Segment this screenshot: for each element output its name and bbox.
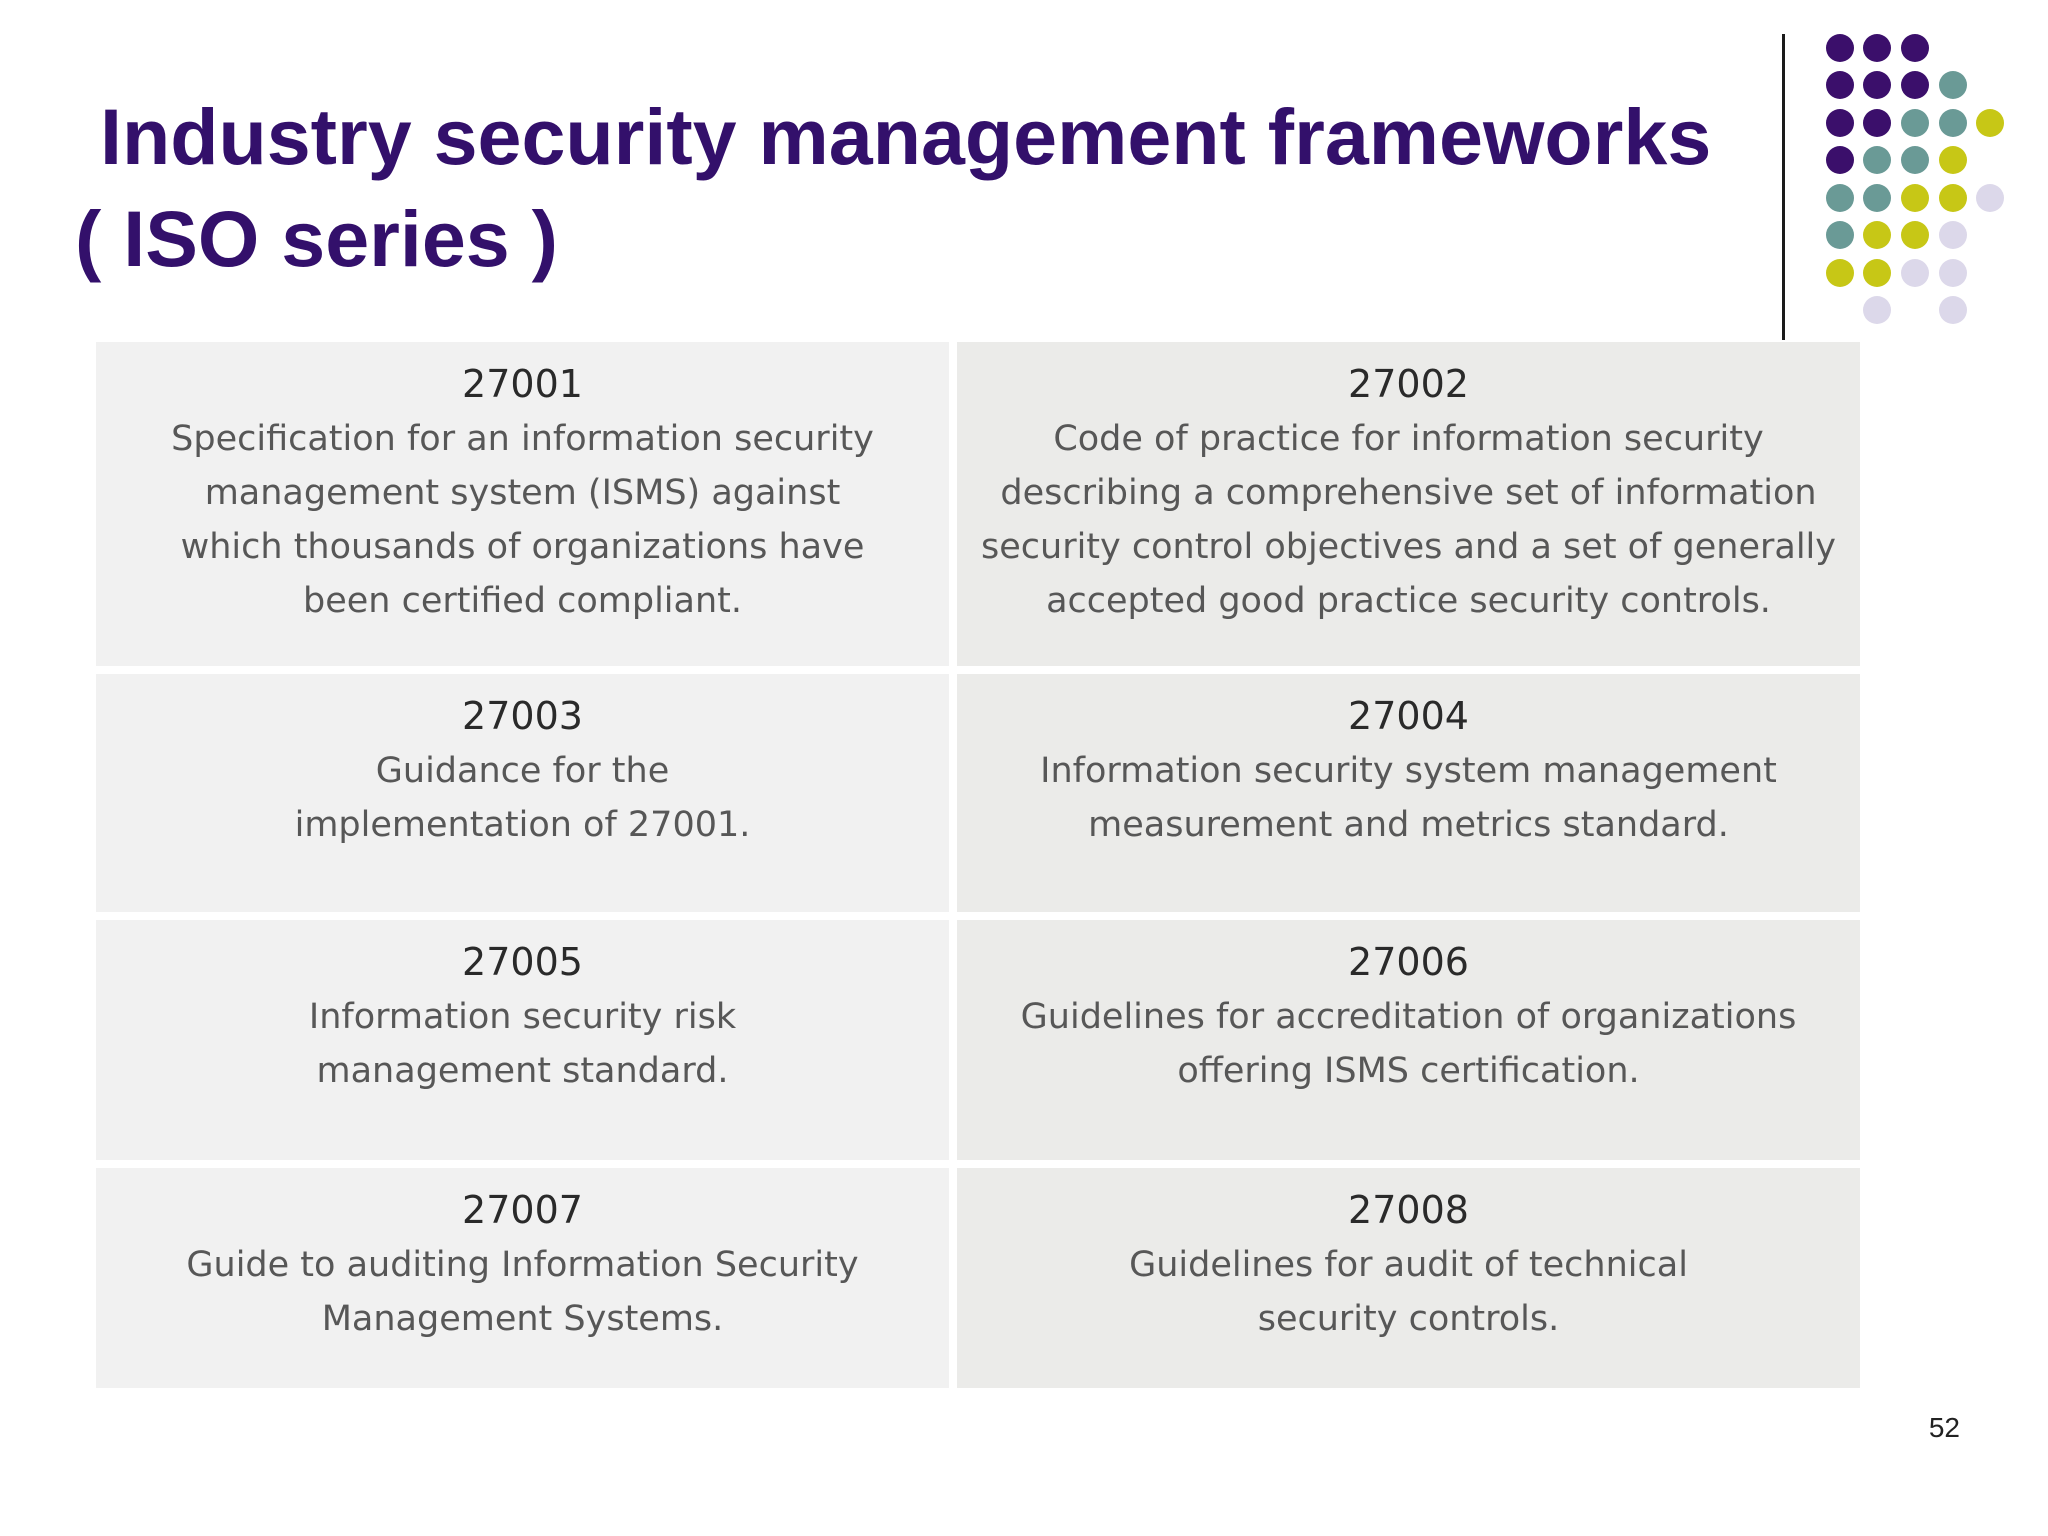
framework-description: Specification for an information securit…	[171, 419, 874, 621]
decor-dot	[1826, 221, 1854, 249]
decor-dot	[1863, 109, 1891, 137]
framework-cell-27004: 27004 Information security system manage…	[957, 674, 1860, 912]
framework-code: 27002	[1348, 362, 1469, 406]
decor-dot	[1826, 259, 1854, 287]
decor-dot	[1939, 109, 1967, 137]
decor-dot	[1863, 71, 1891, 99]
decor-dot	[1939, 184, 1967, 212]
framework-cell-27002: 27002 Code of practice for information s…	[957, 342, 1860, 666]
title-divider	[1782, 34, 1785, 340]
decor-dot	[1939, 259, 1967, 287]
decor-dot	[1863, 296, 1891, 324]
framework-code: 27001	[462, 362, 583, 406]
framework-code: 27004	[1348, 694, 1469, 738]
decor-dot	[1939, 71, 1967, 99]
framework-code: 27007	[462, 1188, 583, 1232]
framework-code: 27005	[462, 940, 583, 984]
framework-code: 27006	[1348, 940, 1469, 984]
framework-cell-27007: 27007 Guide to auditing Information Secu…	[96, 1168, 949, 1388]
framework-cell-27006: 27006 Guidelines for accreditation of or…	[957, 920, 1860, 1160]
slide-title-line-1: Industry security management frameworks	[100, 92, 1712, 181]
decor-dot	[1863, 184, 1891, 212]
framework-description: Guide to auditing Information Security M…	[186, 1245, 859, 1339]
decor-dot	[1939, 146, 1967, 174]
slide-title-line-2: ( ISO series )	[75, 194, 558, 283]
decor-dot	[1826, 184, 1854, 212]
framework-cell-27003: 27003 Guidance for the implementation of…	[96, 674, 949, 912]
decor-dot	[1976, 184, 2004, 212]
decor-dot	[1863, 259, 1891, 287]
framework-description: Information security risk management sta…	[308, 997, 737, 1091]
framework-code: 27008	[1348, 1188, 1469, 1232]
iso-frameworks-table: 27001 Specification for an information s…	[96, 342, 1862, 1388]
decor-dot	[1826, 146, 1854, 174]
decor-dot	[1863, 146, 1891, 174]
framework-cell-27001: 27001 Specification for an information s…	[96, 342, 949, 666]
framework-description: Code of practice for information securit…	[981, 419, 1836, 621]
decor-dot	[1826, 109, 1854, 137]
decor-dot	[1826, 71, 1854, 99]
slide-title: Industry security management frameworks …	[75, 86, 1795, 290]
decor-dot	[1901, 71, 1929, 99]
page-number: 52	[1928, 1412, 1960, 1443]
decor-dot	[1901, 34, 1929, 62]
decor-dot	[1901, 259, 1929, 287]
decor-dot	[1939, 221, 1967, 249]
decor-dot	[1863, 34, 1891, 62]
decor-dot	[1901, 184, 1929, 212]
decor-dot	[1901, 146, 1929, 174]
decor-dot	[1826, 34, 1854, 62]
framework-description: Guidelines for accreditation of organiza…	[1020, 997, 1797, 1091]
decor-dot	[1976, 109, 2004, 137]
decor-dot	[1863, 221, 1891, 249]
framework-description: Information security system management m…	[1040, 751, 1777, 845]
framework-description: Guidelines for audit of technical securi…	[1129, 1245, 1688, 1339]
decor-dot	[1939, 296, 1967, 324]
decor-dot	[1901, 109, 1929, 137]
framework-cell-27005: 27005 Information security risk manageme…	[96, 920, 949, 1160]
framework-description: Guidance for the implementation of 27001…	[294, 751, 751, 845]
framework-code: 27003	[462, 694, 583, 738]
framework-cell-27008: 27008 Guidelines for audit of technical …	[957, 1168, 1860, 1388]
decor-dot	[1901, 221, 1929, 249]
